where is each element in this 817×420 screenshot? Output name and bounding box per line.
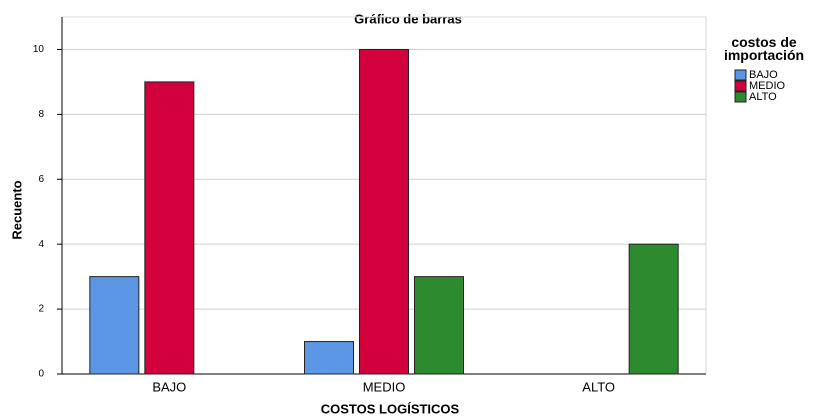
x-tick-label: ALTO (582, 379, 615, 394)
legend-label: BAJO (749, 69, 778, 81)
bar (359, 48, 409, 375)
y-tick-label: 2 (38, 304, 44, 315)
chart-title: Gráfico de barras (354, 11, 462, 26)
legend-swatch (734, 80, 747, 92)
legend-title: costos de importación (723, 34, 805, 63)
x-axis-label: COSTOS LOGÍSTICOS (321, 401, 460, 416)
y-tick-label: 8 (38, 109, 44, 120)
legend-swatch (734, 91, 747, 103)
bar (144, 81, 195, 375)
y-axis-label: Recuento (9, 180, 24, 239)
legend-label: MEDIO (749, 80, 786, 92)
y-tick-label: 4 (38, 239, 44, 250)
x-tick-label: MEDIO (363, 379, 406, 394)
y-tick-label: 10 (33, 44, 45, 55)
legend-label: ALTO (749, 91, 777, 103)
bar (304, 341, 354, 375)
bar (89, 276, 140, 375)
bar (628, 243, 679, 375)
legend-swatch (734, 69, 747, 81)
y-tick-label: 0 (38, 369, 44, 380)
y-tick-label: 6 (38, 174, 44, 185)
x-tick-label: BAJO (152, 379, 186, 394)
bar (414, 276, 464, 375)
